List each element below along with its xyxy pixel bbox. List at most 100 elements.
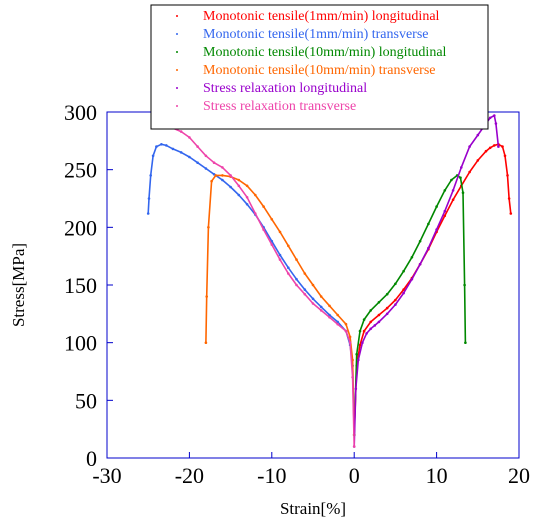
- data-point: [345, 330, 348, 333]
- x-tick-label: 20: [508, 463, 530, 488]
- data-point: [221, 174, 224, 177]
- x-tick-label: 0: [349, 463, 360, 488]
- data-point: [374, 324, 377, 327]
- data-point: [238, 179, 241, 182]
- data-point: [287, 245, 290, 248]
- data-point: [459, 176, 462, 179]
- data-point: [386, 307, 389, 310]
- data-point: [304, 272, 307, 275]
- data-point: [221, 179, 224, 182]
- data-point: [254, 212, 257, 215]
- data-point: [386, 313, 389, 316]
- data-point: [188, 136, 191, 139]
- data-point: [349, 341, 352, 344]
- data-point: [444, 189, 447, 192]
- series-line: [354, 116, 498, 447]
- data-point: [345, 323, 348, 326]
- data-point: [320, 306, 323, 309]
- data-point: [196, 145, 199, 148]
- data-point: [279, 231, 282, 234]
- data-point: [279, 254, 282, 257]
- data-point: [435, 228, 438, 231]
- data-point: [468, 171, 471, 174]
- data-point: [304, 288, 307, 291]
- data-point: [271, 218, 274, 221]
- data-point: [369, 309, 372, 312]
- data-point: [295, 258, 298, 261]
- data-point: [504, 155, 507, 158]
- data-point: [152, 155, 155, 158]
- data-point: [238, 194, 241, 197]
- data-point: [312, 284, 315, 287]
- data-point: [468, 145, 471, 148]
- data-point: [411, 278, 414, 281]
- legend-label: Monotonic tensile(10mm/min) longitudinal: [203, 45, 447, 60]
- data-point: [357, 359, 360, 362]
- data-point: [262, 228, 265, 231]
- data-point: [493, 144, 496, 147]
- data-point: [279, 258, 282, 261]
- data-point: [359, 330, 362, 333]
- data-point: [402, 270, 405, 273]
- data-point: [336, 314, 339, 317]
- x-tick-label: 10: [426, 463, 448, 488]
- data-point: [435, 205, 438, 208]
- data-point: [229, 186, 232, 189]
- data-point: [419, 240, 422, 243]
- data-point: [378, 314, 381, 317]
- data-point: [205, 155, 208, 158]
- legend-marker: [176, 69, 178, 71]
- data-point: [287, 266, 290, 269]
- data-point: [485, 150, 488, 153]
- y-axis-title: Stress[MPa]: [9, 243, 28, 327]
- data-point: [295, 278, 298, 281]
- data-point: [464, 341, 467, 344]
- legend-marker: [176, 33, 178, 35]
- data-point: [460, 166, 463, 169]
- data-point: [355, 388, 358, 391]
- legend: Monotonic tensile(1mm/min) longitudinal M…: [151, 5, 488, 129]
- legend-label: Stress relaxation transverse: [203, 99, 356, 114]
- x-tick-label: -20: [175, 463, 204, 488]
- data-point: [386, 293, 389, 296]
- data-point: [172, 148, 175, 151]
- legend-label: Monotonic tensile(10mm/min) transverse: [203, 63, 436, 78]
- data-point: [489, 147, 492, 150]
- series-1: [353, 143, 512, 436]
- y-tick-label: 200: [64, 215, 97, 240]
- data-point: [427, 223, 430, 226]
- series-line: [354, 144, 511, 435]
- series-line: [206, 175, 354, 435]
- data-point: [295, 284, 298, 287]
- data-point: [363, 318, 366, 321]
- data-point: [452, 189, 455, 192]
- y-axis-ticks: 050100150200250300: [64, 100, 113, 471]
- data-point: [205, 167, 208, 170]
- series-line: [148, 144, 354, 435]
- data-point: [205, 341, 208, 344]
- data-point: [369, 328, 372, 331]
- data-point: [419, 263, 422, 266]
- data-series-group: [147, 114, 512, 448]
- data-point: [452, 198, 455, 201]
- data-point: [506, 174, 509, 177]
- data-point: [149, 174, 152, 177]
- data-point: [444, 210, 447, 213]
- data-point: [427, 247, 430, 250]
- y-tick-label: 150: [64, 273, 97, 298]
- data-point: [463, 284, 466, 287]
- series-6: [163, 125, 355, 448]
- legend-marker: [176, 51, 178, 53]
- data-point: [355, 353, 358, 356]
- data-point: [271, 243, 274, 246]
- x-tick-label: -10: [257, 463, 286, 488]
- data-point: [165, 144, 168, 147]
- data-point: [402, 292, 405, 295]
- data-point: [510, 212, 513, 215]
- data-point: [336, 323, 339, 326]
- data-point: [394, 303, 397, 306]
- data-point: [495, 122, 498, 125]
- data-point: [477, 159, 480, 162]
- data-point: [497, 145, 500, 148]
